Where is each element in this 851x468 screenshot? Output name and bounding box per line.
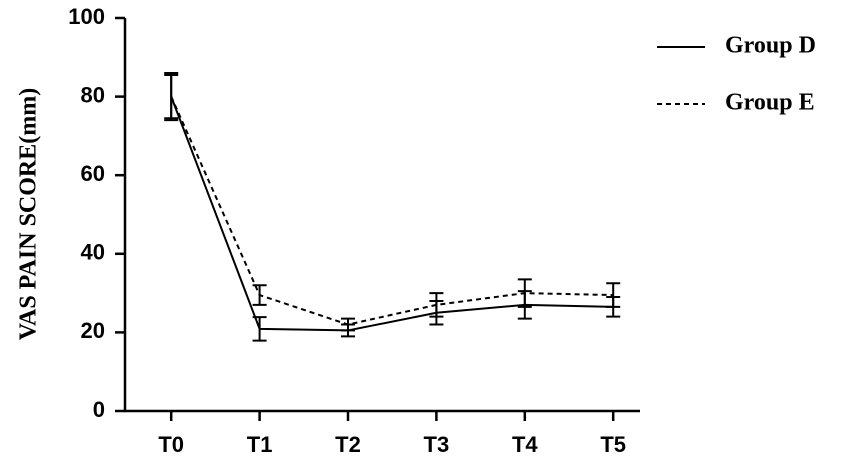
x-tick-label: T0: [158, 432, 184, 457]
x-tick-label: T5: [600, 432, 626, 457]
y-tick-label: 20: [81, 318, 105, 343]
y-tick-label: 0: [93, 397, 105, 422]
x-tick-label: T2: [335, 432, 361, 457]
error-bar: [429, 292, 444, 318]
error-bar: [252, 316, 267, 342]
series-line: [170, 96, 614, 332]
error-bar: [341, 317, 355, 332]
x-tick-label: T4: [512, 432, 538, 457]
legend-label: Group D: [725, 33, 816, 59]
y-tick-label: 100: [68, 4, 105, 29]
error-bar: [164, 72, 179, 122]
y-tick-label: 60: [81, 161, 105, 186]
error-bar: [517, 278, 532, 308]
x-tick-label: T3: [424, 432, 450, 457]
legend-label: Group E: [725, 90, 815, 116]
y-axis-title: VAS PAIN SCORE(mm): [16, 88, 42, 340]
x-tick-label: T1: [247, 432, 273, 457]
series-line: [170, 96, 614, 326]
error-bar: [252, 284, 267, 306]
y-tick-label: 40: [81, 240, 105, 265]
error-bar: [606, 282, 621, 308]
y-tick-label: 80: [81, 82, 105, 107]
